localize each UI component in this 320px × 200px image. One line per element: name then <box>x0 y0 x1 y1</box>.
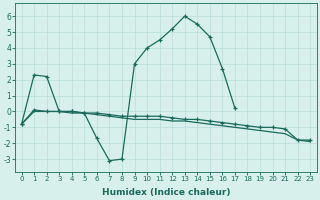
X-axis label: Humidex (Indice chaleur): Humidex (Indice chaleur) <box>102 188 230 197</box>
